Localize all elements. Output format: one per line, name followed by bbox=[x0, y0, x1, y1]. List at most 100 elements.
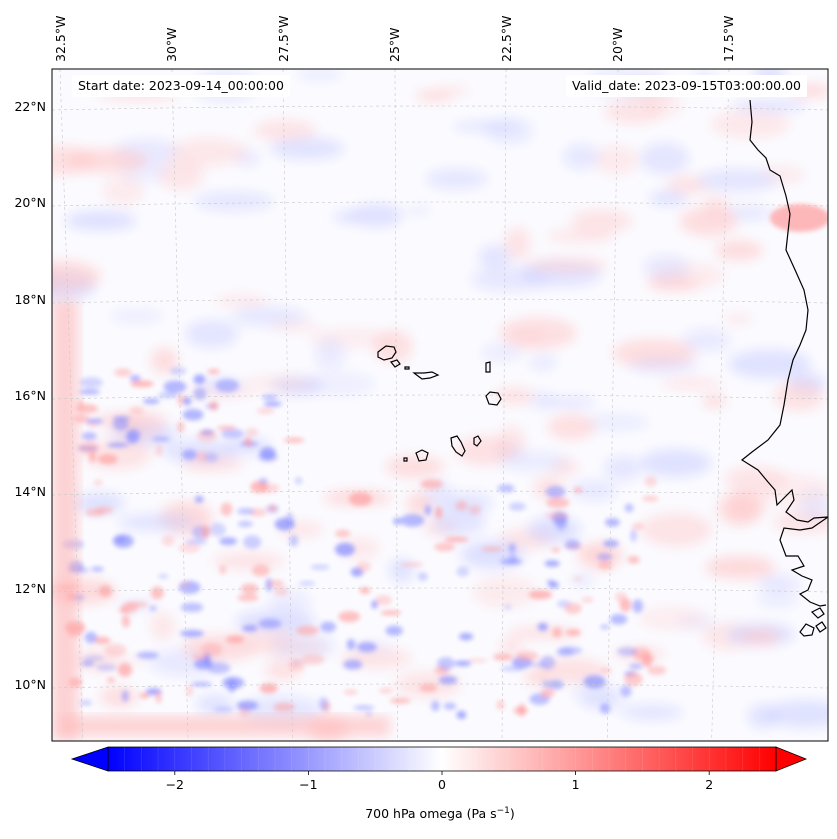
field-cell bbox=[84, 631, 98, 644]
field-cell bbox=[548, 581, 559, 589]
island-boa-vista bbox=[485, 391, 502, 406]
lon-gridline bbox=[282, 69, 293, 741]
field-patch bbox=[269, 320, 320, 332]
field-patch bbox=[65, 148, 148, 173]
lon-label: 17.5°W bbox=[721, 16, 736, 62]
field-cell bbox=[434, 542, 456, 552]
field-patch bbox=[638, 606, 707, 631]
lat-gridline bbox=[52, 105, 828, 111]
field-cell bbox=[185, 539, 208, 545]
lon-gridline bbox=[59, 69, 84, 741]
field-cell bbox=[242, 625, 258, 632]
field-patch bbox=[238, 627, 294, 647]
field-cell bbox=[430, 700, 440, 712]
field-cell bbox=[283, 437, 305, 443]
field-patch bbox=[349, 204, 403, 227]
field-patch bbox=[406, 205, 431, 216]
field-cell bbox=[93, 636, 111, 645]
field-cell bbox=[94, 506, 114, 515]
field-cell bbox=[627, 555, 640, 564]
field-patch bbox=[732, 99, 807, 113]
field-cell bbox=[644, 476, 657, 487]
field-patch bbox=[303, 372, 376, 396]
field-cell bbox=[107, 677, 115, 683]
island-fogo bbox=[415, 449, 429, 462]
field-patch bbox=[389, 558, 415, 583]
field-patch bbox=[757, 574, 801, 593]
field-cell bbox=[546, 497, 570, 509]
field-patch bbox=[562, 143, 600, 170]
field-cell bbox=[79, 377, 103, 389]
field-cell bbox=[617, 647, 638, 656]
field-cell bbox=[258, 618, 282, 629]
field-cell bbox=[130, 380, 154, 388]
field-cell bbox=[268, 505, 277, 512]
field-patch bbox=[643, 254, 690, 281]
field-cell bbox=[301, 654, 325, 665]
field-cell bbox=[78, 389, 101, 395]
field-cell bbox=[599, 668, 612, 674]
field-cell bbox=[565, 629, 581, 636]
field-cell bbox=[609, 613, 628, 625]
map-frame bbox=[51, 68, 829, 742]
field-cell bbox=[555, 516, 567, 531]
field-patch bbox=[472, 576, 538, 608]
field-cell bbox=[564, 539, 581, 550]
field-cell bbox=[261, 395, 278, 400]
field-cell bbox=[573, 576, 583, 581]
field-cell bbox=[82, 655, 105, 662]
field-cell bbox=[215, 378, 239, 393]
field-patch bbox=[581, 688, 626, 710]
field-cell bbox=[564, 602, 582, 614]
field-patch bbox=[642, 92, 683, 118]
field-cell bbox=[118, 607, 130, 614]
field-cell bbox=[201, 642, 222, 657]
field-cell bbox=[583, 675, 606, 689]
colorbar-tick-label: 1 bbox=[572, 777, 580, 792]
field-cell bbox=[209, 401, 219, 411]
field-cell bbox=[180, 602, 204, 613]
colorbar-body bbox=[108, 747, 776, 771]
field-cell bbox=[389, 697, 411, 704]
field-cell bbox=[112, 418, 129, 431]
field-cell bbox=[545, 511, 569, 520]
field-cell bbox=[556, 647, 574, 657]
field-cell bbox=[603, 539, 619, 548]
field-cell bbox=[112, 415, 131, 421]
field-cell bbox=[518, 703, 526, 717]
lon-label: 25°W bbox=[387, 27, 402, 62]
field-patch bbox=[527, 516, 581, 543]
field-cell bbox=[149, 606, 157, 611]
field-cell bbox=[467, 658, 488, 663]
field-cell bbox=[399, 562, 424, 567]
field-cell bbox=[508, 502, 526, 511]
field-patch bbox=[118, 514, 198, 531]
field-cell bbox=[129, 375, 141, 382]
colorbar-tick-label: −1 bbox=[299, 777, 317, 792]
field-cell bbox=[237, 508, 255, 515]
field-cell bbox=[274, 517, 295, 531]
field-cell bbox=[400, 513, 425, 527]
field-patch bbox=[180, 456, 244, 472]
field-patch bbox=[158, 159, 204, 191]
field-cell bbox=[630, 529, 637, 543]
field-cell bbox=[444, 536, 469, 543]
lat-label: 14°N bbox=[14, 484, 46, 499]
field-cell bbox=[121, 690, 129, 702]
field-cell bbox=[624, 672, 643, 687]
field-cell bbox=[104, 643, 127, 657]
field-patch bbox=[169, 137, 248, 167]
field-patch bbox=[504, 226, 531, 260]
field-patch bbox=[52, 260, 102, 292]
field-patch bbox=[432, 508, 486, 536]
island-santiago bbox=[450, 435, 466, 457]
colorbar-ticks: −2 −1 0 1 2 bbox=[124, 747, 760, 792]
field-patch bbox=[547, 414, 596, 440]
lon-labels: 32.5°W 30°W 27.5°W 25°W 22.5°W 20°W 17.5… bbox=[53, 16, 736, 62]
field-cell bbox=[258, 477, 268, 485]
field-cell bbox=[182, 396, 192, 406]
field-cell bbox=[515, 650, 539, 662]
field-cell bbox=[378, 687, 393, 694]
field-cell bbox=[136, 651, 159, 660]
